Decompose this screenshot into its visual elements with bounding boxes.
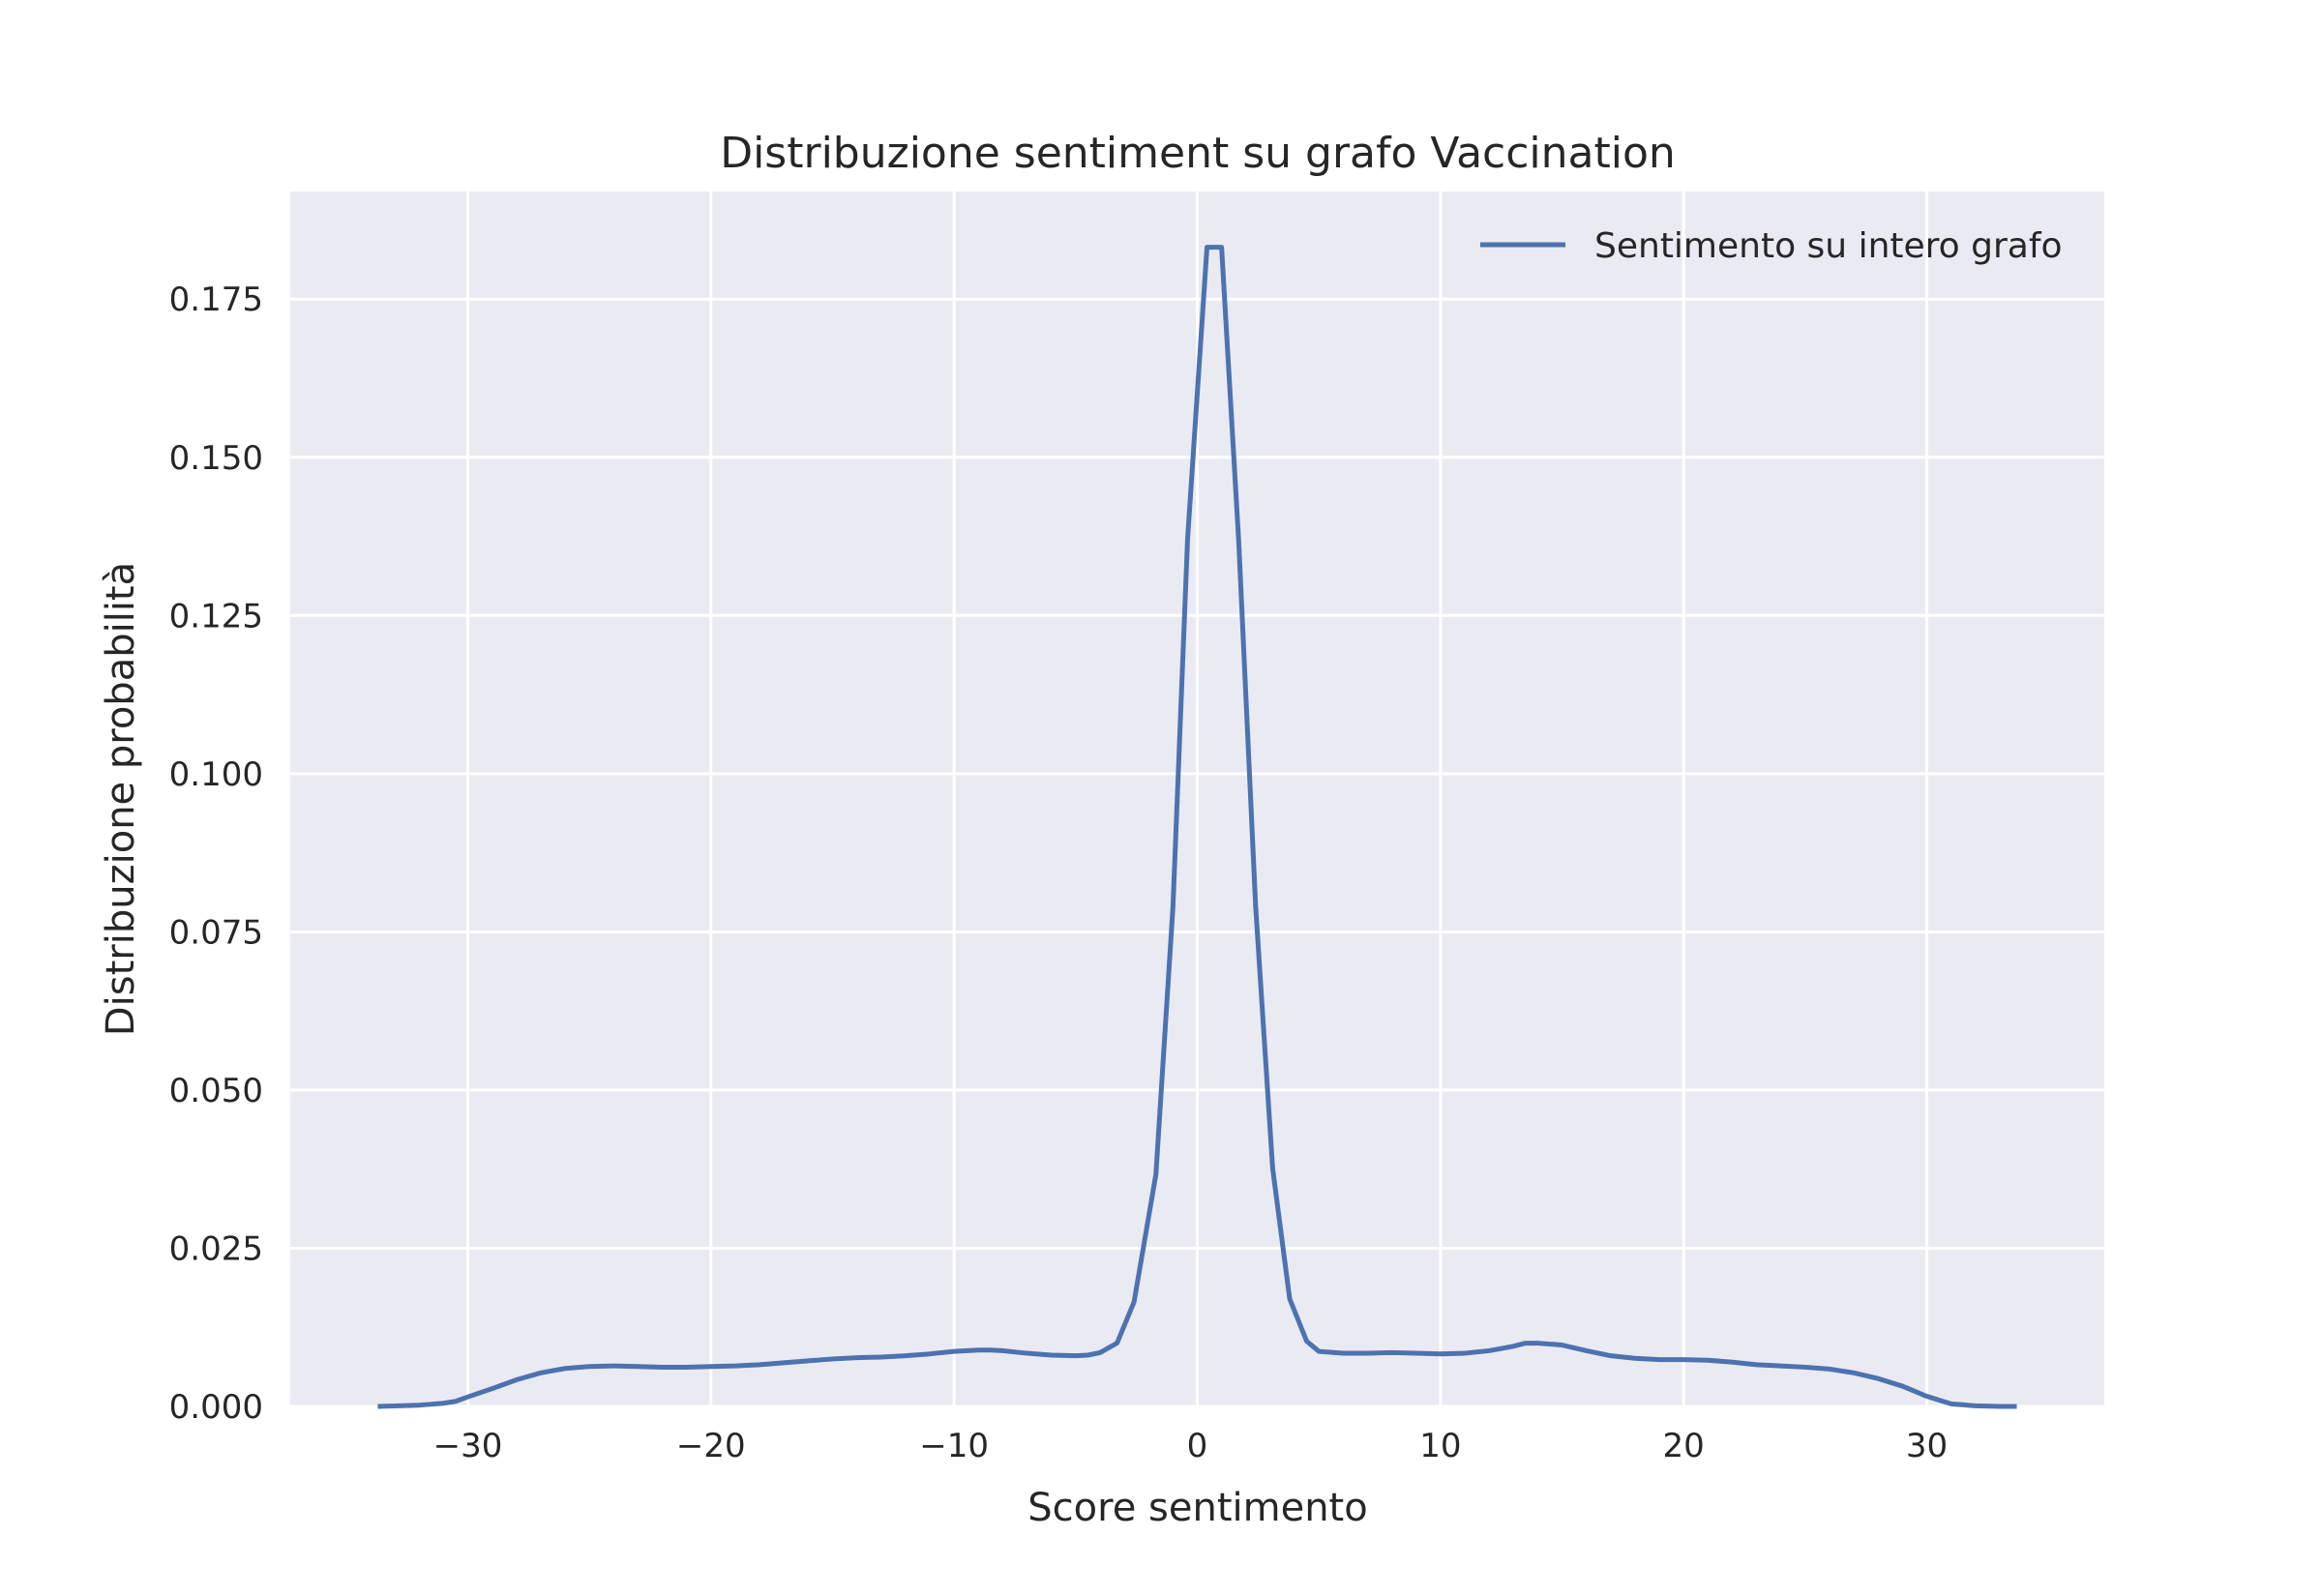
x-tick-label: 20 <box>1663 1427 1705 1465</box>
x-axis-label: Score sentimento <box>1027 1486 1367 1530</box>
y-tick-label: 0.075 <box>169 913 263 952</box>
y-gridlines <box>290 297 2104 1408</box>
x-tick-label: 0 <box>1187 1427 1208 1465</box>
x-tick-label: 10 <box>1419 1427 1461 1465</box>
y-tick-label: 0.000 <box>169 1388 263 1427</box>
series-line-sentimento <box>377 245 2017 1409</box>
x-tick-labels: −30 −20 −10 0 10 20 30 <box>433 1427 1949 1465</box>
y-tick-label: 0.125 <box>169 597 263 635</box>
y-tick-label: 0.175 <box>169 281 263 319</box>
y-tick-label: 0.150 <box>169 439 263 478</box>
y-tick-labels: 0.000 0.025 0.050 0.075 0.100 0.125 0.150 0.175 <box>169 281 263 1427</box>
y-axis-label: Distribuzione probabilità <box>99 562 143 1036</box>
x-tick-label: −30 <box>433 1427 503 1465</box>
y-tick-label: 0.100 <box>169 755 263 794</box>
x-tick-label: −10 <box>919 1427 989 1465</box>
chart-title: Distribuzione sentiment su grafo Vaccina… <box>720 129 1676 178</box>
series-layer <box>377 245 2017 1409</box>
x-tick-label: 30 <box>1906 1427 1948 1465</box>
y-tick-label: 0.025 <box>169 1229 263 1268</box>
legend: Sentimento su intero grafo <box>1480 226 2063 266</box>
y-tick-label: 0.050 <box>169 1072 263 1110</box>
x-tick-label: −20 <box>676 1427 746 1465</box>
legend-label: Sentimento su intero grafo <box>1594 226 2063 266</box>
